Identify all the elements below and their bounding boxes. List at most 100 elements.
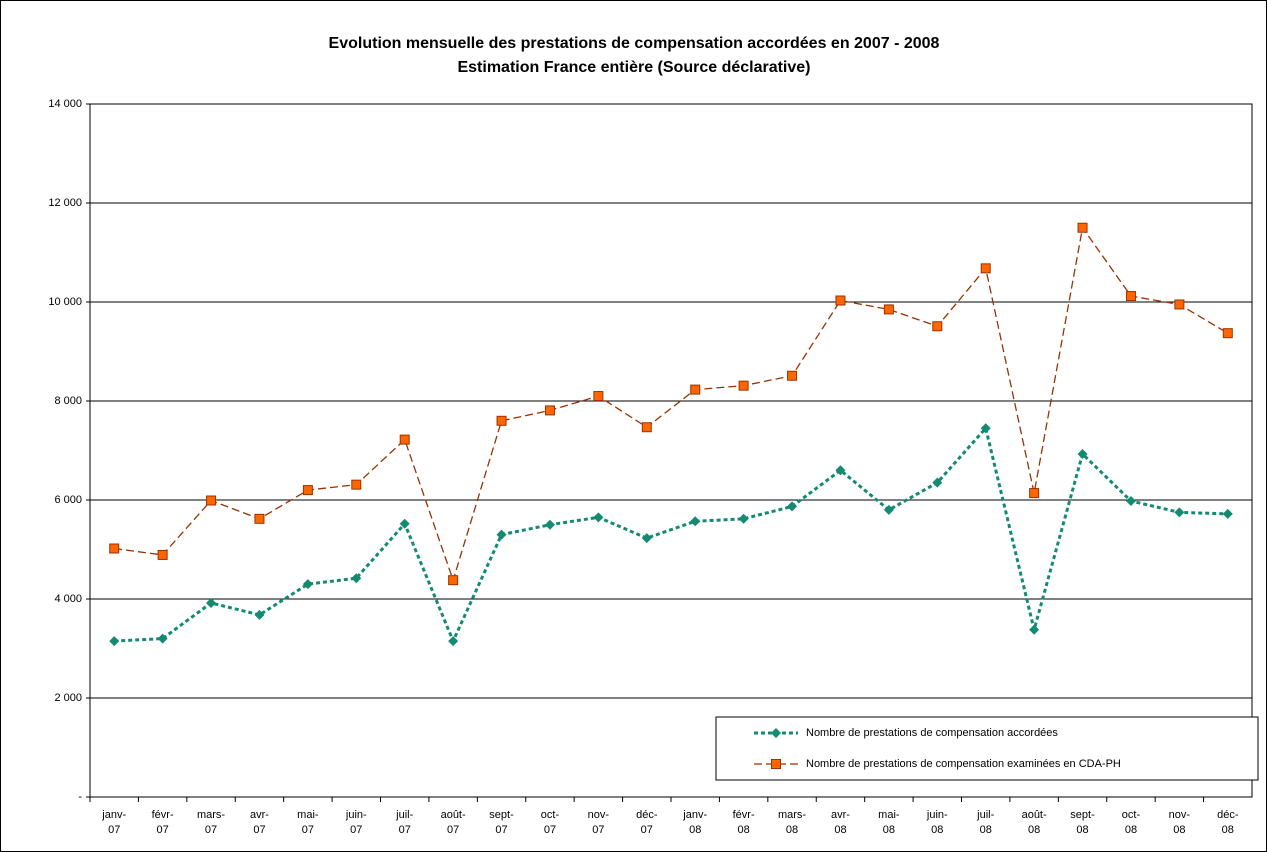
- series-line: [114, 226, 1229, 583]
- x-tick-label-line: nov-: [588, 809, 610, 821]
- x-tick-label-line: 08: [689, 824, 701, 836]
- y-tick-label: 4 000: [54, 593, 82, 605]
- x-tick-label-line: oct-: [1122, 809, 1141, 821]
- x-tick-label: mars- 08: [778, 809, 806, 836]
- x-tick-label: avr- 08: [831, 809, 850, 836]
- x-tick-label: juil- 07: [395, 809, 413, 836]
- x-tick-label-line: juin-: [926, 809, 948, 821]
- diamond-marker: [771, 728, 781, 738]
- x-tick-label: nov- 07: [588, 809, 610, 836]
- x-tick-label-line: 07: [205, 824, 217, 836]
- x-tick-label: mai- 07: [297, 809, 319, 836]
- square-marker: [1029, 488, 1040, 499]
- diamond-marker: [690, 516, 701, 527]
- square-marker: [1125, 291, 1136, 302]
- x-tick-label: sept- 08: [1070, 809, 1095, 836]
- x-tick-label-line: 08: [786, 824, 798, 836]
- x-tick-label-line: nov-: [1169, 809, 1191, 821]
- x-tick-label-line: août-: [441, 809, 466, 821]
- y-tick-label: -: [78, 791, 82, 803]
- diamond-marker: [787, 501, 798, 512]
- x-tick-label-line: sept-: [1070, 809, 1095, 821]
- x-tick-label-line: 08: [1028, 824, 1040, 836]
- square-marker: [206, 495, 217, 506]
- x-tick-label: sept- 07: [489, 809, 514, 836]
- x-tick-label-line: 07: [253, 824, 265, 836]
- diamond-marker: [302, 579, 313, 590]
- square-marker: [771, 759, 781, 769]
- legend-label: Nombre de prestations de compensation ac…: [806, 727, 1058, 739]
- square-marker: [787, 370, 798, 381]
- x-tick-label-line: 07: [302, 824, 314, 836]
- x-tick-label-line: 07: [592, 824, 604, 836]
- diamond-marker: [932, 477, 943, 488]
- square-marker: [1077, 222, 1088, 233]
- x-tick-label-line: oct-: [541, 809, 560, 821]
- x-tick-label-line: déc-: [1217, 809, 1239, 821]
- x-tick-label-line: 08: [1076, 824, 1088, 836]
- x-tick-label-line: janv-: [101, 809, 126, 821]
- x-tick-label: août- 08: [1022, 809, 1047, 836]
- diamond-marker: [1174, 507, 1185, 518]
- x-tick-label-line: mars-: [197, 809, 225, 821]
- x-tick-label-line: mars-: [778, 809, 806, 821]
- square-marker: [641, 422, 652, 433]
- diamond-marker: [593, 512, 604, 523]
- square-marker: [980, 263, 991, 274]
- x-tick-label: déc- 08: [1217, 809, 1239, 836]
- x-tick-label-line: juin-: [345, 809, 367, 821]
- x-tick-label-line: 07: [157, 824, 169, 836]
- x-tick-label-line: août-: [1022, 809, 1047, 821]
- x-tick-label-line: mai-: [878, 809, 900, 821]
- x-tick-label: nov- 08: [1169, 809, 1191, 836]
- x-tick-label-line: févr-: [152, 809, 174, 821]
- x-tick-label: avr- 07: [250, 809, 269, 836]
- diamond-marker: [1029, 624, 1040, 635]
- x-tick-label-line: mai-: [297, 809, 319, 821]
- diamond-marker: [448, 636, 459, 647]
- square-marker: [690, 384, 701, 395]
- diamond-marker: [157, 633, 168, 644]
- x-tick-label: oct- 07: [541, 809, 560, 836]
- square-marker: [835, 295, 846, 306]
- diamond-marker: [351, 573, 362, 584]
- square-marker: [399, 434, 410, 445]
- diamond-marker: [496, 529, 507, 540]
- square-marker: [448, 575, 459, 586]
- x-tick-label: oct- 08: [1122, 809, 1141, 836]
- y-tick-label: 8 000: [54, 395, 82, 407]
- x-tick-label-line: 08: [834, 824, 846, 836]
- x-tick-label-line: 07: [399, 824, 411, 836]
- x-tick-label: janv- 08: [682, 809, 707, 836]
- square-marker: [883, 304, 894, 315]
- legend-box: [715, 716, 1259, 781]
- square-marker: [109, 543, 120, 554]
- diamond-marker: [641, 533, 652, 544]
- diamond-marker: [1222, 508, 1233, 519]
- x-tick-label-line: 08: [980, 824, 992, 836]
- square-marker: [932, 321, 943, 332]
- x-tick-label-line: 07: [447, 824, 459, 836]
- y-tick-label: 10 000: [48, 296, 82, 308]
- x-tick-label-line: juil-: [976, 809, 994, 821]
- x-tick-label-line: déc-: [636, 809, 658, 821]
- x-tick-label-line: janv-: [682, 809, 707, 821]
- x-tick-label-line: 08: [1173, 824, 1185, 836]
- x-tick-label: juil- 08: [976, 809, 994, 836]
- square-marker: [1222, 328, 1233, 339]
- square-marker: [544, 405, 555, 416]
- x-tick-label-line: 07: [544, 824, 556, 836]
- diamond-marker: [1077, 448, 1088, 459]
- diamond-marker: [738, 513, 749, 524]
- diamond-marker: [883, 504, 894, 515]
- x-tick-label-line: avr-: [831, 809, 850, 821]
- diamond-marker: [399, 518, 410, 529]
- x-tick-label-line: 07: [350, 824, 362, 836]
- x-tick-label-line: févr-: [733, 809, 755, 821]
- diamond-marker: [544, 519, 555, 530]
- diamond-marker: [1125, 495, 1136, 506]
- x-tick-label-line: 07: [495, 824, 507, 836]
- x-tick-label-line: 08: [1222, 824, 1234, 836]
- chart-title: Evolution mensuelle des prestations de c…: [329, 35, 940, 52]
